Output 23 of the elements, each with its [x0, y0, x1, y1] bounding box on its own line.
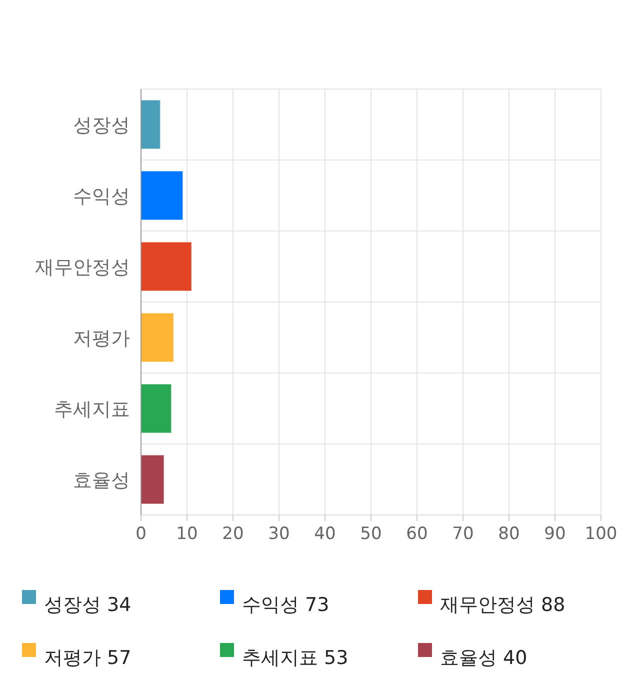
x-tick-label: 0 [136, 524, 146, 544]
legend-label: 재무안정성 88 [440, 594, 566, 616]
legend-label: 저평가 57 [44, 647, 132, 669]
x-tick-label: 50 [360, 524, 382, 544]
x-tick-label: 80 [498, 524, 520, 544]
x-tick-label: 40 [314, 524, 336, 544]
y-tick-label: 성장성 [73, 114, 130, 136]
y-tick-label: 수익성 [73, 186, 130, 208]
legend-label: 성장성 34 [44, 594, 132, 616]
x-tick-label: 30 [268, 524, 290, 544]
y-tick-label: 추세지표 [54, 398, 130, 420]
legend-label: 추세지표 53 [242, 647, 348, 669]
x-tick-label: 10 [176, 524, 198, 544]
y-tick-label: 재무안정성 [35, 256, 130, 278]
x-tick-label: 60 [406, 524, 428, 544]
legend-label: 수익성 73 [242, 594, 330, 616]
x-tick-label: 90 [544, 524, 566, 544]
x-tick-label: 70 [452, 524, 474, 544]
y-tick-label: 저평가 [73, 328, 130, 350]
x-tick-label: 20 [222, 524, 244, 544]
x-tick-label: 100 [584, 524, 618, 544]
legend-label: 효율성 40 [440, 647, 528, 669]
y-tick-label: 효율성 [73, 470, 130, 492]
